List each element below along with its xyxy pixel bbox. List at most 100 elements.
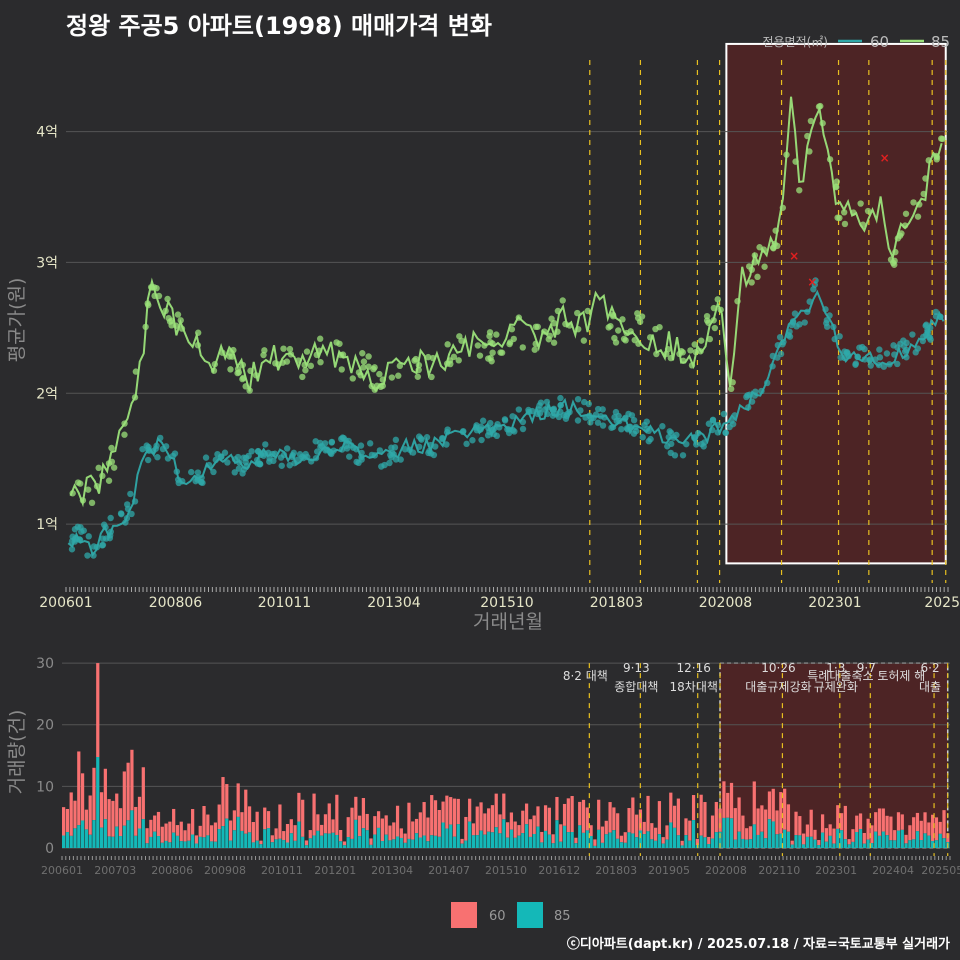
price-point-60 (68, 546, 76, 553)
volume-bar-60 (555, 796, 559, 821)
volume-bar-60 (437, 809, 441, 837)
price-point-60 (118, 510, 125, 518)
volume-x-tick-label: 202505 (921, 864, 960, 877)
volume-bar-85 (581, 832, 586, 848)
volume-bar-85 (137, 828, 142, 848)
volume-bar-60 (426, 817, 430, 842)
volume-bar-60 (84, 809, 88, 830)
price-point-85 (652, 325, 659, 333)
volume-bar-85 (266, 828, 271, 848)
volume-bar-85 (794, 835, 798, 848)
price-point-85 (395, 372, 402, 379)
volume-bar-60 (403, 833, 407, 843)
price-point-60 (493, 432, 501, 440)
volume-bar-85 (312, 835, 316, 848)
volume-bar-85 (232, 830, 236, 848)
volume-bar-85 (297, 821, 301, 848)
volume-bar-85 (718, 831, 722, 848)
volume-bar-85 (69, 835, 73, 848)
price-point-85 (687, 347, 694, 354)
volume-bar-85 (752, 824, 756, 848)
volume-bar-60 (392, 822, 396, 840)
price-point-85 (286, 345, 294, 353)
volume-bar-60 (278, 804, 282, 839)
volume-bar-85 (866, 839, 870, 848)
price-point-60 (239, 470, 246, 477)
volume-bar-85 (604, 834, 608, 848)
price-point-85 (307, 362, 315, 370)
price-x-tick-label: 201011 (258, 595, 311, 611)
price-point-60 (392, 436, 400, 444)
price-point-60 (188, 468, 195, 476)
price-point-60 (84, 552, 91, 559)
volume-bar-85 (543, 830, 548, 848)
price-point-60 (248, 448, 255, 455)
volume-bar-85 (490, 832, 495, 848)
volume-x-tick-label: 200908 (204, 864, 246, 877)
price-point-60 (630, 416, 638, 424)
price-point-60 (221, 449, 229, 456)
volume-bar-60 (308, 830, 312, 839)
volume-bar-60 (494, 793, 498, 828)
volume-bar-85 (726, 817, 730, 848)
volume-bar-60 (213, 822, 218, 842)
volume-x-tick-label: 202110 (758, 864, 800, 877)
price-point-60 (700, 443, 707, 450)
volume-bar-85 (335, 834, 339, 848)
price-point-60 (144, 456, 152, 464)
price-point-60 (894, 360, 901, 368)
price-point-85 (105, 477, 113, 484)
volume-bar-60 (657, 801, 662, 835)
volume-bar-60 (547, 807, 551, 835)
volume-bar-85 (365, 830, 369, 848)
volume-bar-85 (824, 841, 828, 848)
volume-bar-85 (635, 837, 639, 848)
volume-x-tick-label: 200601 (41, 864, 83, 877)
price-point-85 (333, 339, 340, 346)
volume-bar-85 (566, 832, 570, 848)
price-point-85 (486, 329, 494, 336)
volume-bar-85 (73, 828, 77, 848)
volume-bar-60 (380, 818, 384, 842)
price-point-60 (478, 436, 485, 444)
volume-bar-60 (691, 795, 696, 821)
price-x-tick-label: 201803 (590, 595, 643, 611)
volume-bar-85 (612, 830, 616, 848)
price-point-85 (280, 345, 287, 352)
volume-bar-85 (517, 835, 521, 848)
volume-bar-60 (373, 816, 377, 835)
volume-bar-85 (881, 831, 885, 848)
price-point-60 (283, 445, 291, 452)
price-point-60 (432, 443, 439, 450)
volume-bar-60 (904, 834, 908, 844)
volume-bar-60 (255, 811, 259, 841)
price-point-60 (355, 459, 362, 467)
policy-annotation-text: 종합대책 (614, 679, 658, 694)
volume-bar-60 (331, 819, 335, 833)
volume-bar-60 (263, 807, 267, 830)
volume-bar-85 (722, 817, 726, 848)
volume-bar-85 (331, 832, 335, 848)
volume-bar-60 (160, 826, 164, 843)
volume-bar-85 (255, 840, 259, 848)
volume-bar-60 (164, 823, 168, 841)
volume-bar-60 (137, 796, 142, 829)
price-point-60 (443, 441, 450, 448)
volume-bar-60 (445, 795, 449, 829)
volume-bar-85 (358, 836, 362, 848)
price-point-85 (711, 324, 719, 332)
price-point-85 (110, 464, 118, 471)
price-point-60 (312, 438, 319, 445)
volume-bar-85 (494, 827, 498, 848)
volume-bar-85 (593, 845, 597, 848)
volume-bar-60 (919, 820, 923, 841)
volume-bar-60 (266, 811, 271, 829)
volume-bar-85 (737, 831, 741, 848)
volume-bar-60 (817, 840, 821, 846)
price-point-85 (534, 323, 541, 330)
volume-bar-60 (502, 793, 506, 820)
price-y-tick-label: 4억 (36, 125, 58, 141)
volume-bar-85 (707, 844, 711, 848)
volume-bar-85 (733, 839, 737, 848)
policy-annotation-text: 대출 (919, 680, 941, 694)
